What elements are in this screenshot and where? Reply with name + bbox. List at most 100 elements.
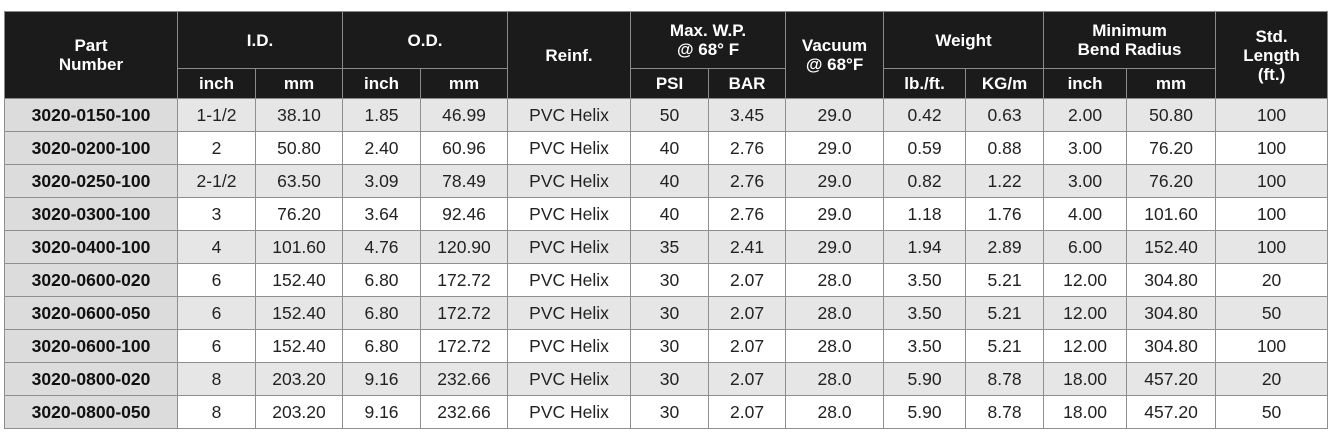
id-mm-cell: 76.20 bbox=[254, 197, 344, 231]
header-std-length: Std. Length (ft.) bbox=[1215, 11, 1329, 99]
reinf-cell: PVC Helix bbox=[507, 263, 632, 297]
od-inch-cell: 6.80 bbox=[342, 296, 422, 330]
part-number-cell: 3020-0600-050 bbox=[4, 296, 178, 330]
id-mm-cell: 152.40 bbox=[254, 329, 344, 363]
bend-mm-cell: 152.40 bbox=[1126, 230, 1217, 264]
weight-lb-ft-cell: 5.90 bbox=[883, 362, 967, 396]
weight-kg-m-cell: 5.21 bbox=[965, 329, 1045, 363]
od-mm-cell: 60.96 bbox=[420, 131, 509, 165]
header-vacuum: Vacuum @ 68°F bbox=[785, 11, 885, 99]
table-row: 3020-0600-020 6 152.40 6.80 172.72 PVC Helix 3… bbox=[4, 263, 1329, 297]
weight-lb-ft-cell: 3.50 bbox=[883, 263, 967, 297]
part-number-cell: 3020-0150-100 bbox=[4, 98, 178, 132]
od-inch-cell: 4.76 bbox=[342, 230, 422, 264]
bend-inch-cell: 12.00 bbox=[1043, 329, 1128, 363]
psi-cell: 30 bbox=[630, 395, 710, 429]
id-inch-cell: 1-1/2 bbox=[177, 98, 256, 132]
od-inch-cell: 6.80 bbox=[342, 263, 422, 297]
od-mm-cell: 172.72 bbox=[420, 329, 509, 363]
table-header: Part Number I.D. O.D. Reinf. Max. W.P. @… bbox=[4, 11, 1329, 99]
part-number-cell: 3020-0600-100 bbox=[4, 329, 178, 363]
table-row: 3020-0150-100 1-1/2 38.10 1.85 46.99 PVC Heli… bbox=[4, 98, 1329, 132]
part-number-cell: 3020-0300-100 bbox=[4, 197, 178, 231]
id-mm-cell: 50.80 bbox=[254, 131, 344, 165]
weight-lb-ft-cell: 0.82 bbox=[883, 164, 967, 198]
bend-inch-cell: 4.00 bbox=[1043, 197, 1128, 231]
bend-mm-cell: 304.80 bbox=[1126, 329, 1217, 363]
vacuum-cell: 28.0 bbox=[785, 329, 885, 363]
bar-cell: 3.45 bbox=[708, 98, 787, 132]
id-inch-cell: 8 bbox=[177, 395, 256, 429]
od-mm-cell: 120.90 bbox=[420, 230, 509, 264]
bar-cell: 2.76 bbox=[708, 164, 787, 198]
header-bar: BAR bbox=[708, 68, 787, 99]
psi-cell: 40 bbox=[630, 131, 710, 165]
bend-inch-cell: 12.00 bbox=[1043, 296, 1128, 330]
weight-lb-ft-cell: 3.50 bbox=[883, 296, 967, 330]
id-inch-cell: 2-1/2 bbox=[177, 164, 256, 198]
table-row: 3020-0800-050 8 203.20 9.16 232.66 PVC Helix 3… bbox=[4, 395, 1329, 429]
header-bend-mm: mm bbox=[1126, 68, 1217, 99]
part-number-cell: 3020-0200-100 bbox=[4, 131, 178, 165]
std-length-cell: 100 bbox=[1215, 197, 1329, 231]
id-mm-cell: 152.40 bbox=[254, 296, 344, 330]
bend-inch-cell: 18.00 bbox=[1043, 362, 1128, 396]
id-inch-cell: 3 bbox=[177, 197, 256, 231]
std-length-cell: 100 bbox=[1215, 98, 1329, 132]
part-number-cell: 3020-0400-100 bbox=[4, 230, 178, 264]
table-row: 3020-0300-100 3 76.20 3.64 92.46 PVC Helix 40 2… bbox=[4, 197, 1329, 231]
std-length-cell: 100 bbox=[1215, 164, 1329, 198]
std-length-cell: 20 bbox=[1215, 263, 1329, 297]
bend-inch-cell: 3.00 bbox=[1043, 164, 1128, 198]
std-length-cell: 100 bbox=[1215, 329, 1329, 363]
header-id-inch: inch bbox=[177, 68, 256, 99]
id-inch-cell: 2 bbox=[177, 131, 256, 165]
std-length-cell: 100 bbox=[1215, 230, 1329, 264]
reinf-cell: PVC Helix bbox=[507, 164, 632, 198]
vacuum-cell: 28.0 bbox=[785, 362, 885, 396]
id-mm-cell: 63.50 bbox=[254, 164, 344, 198]
od-inch-cell: 9.16 bbox=[342, 362, 422, 396]
bend-inch-cell: 2.00 bbox=[1043, 98, 1128, 132]
table-row: 3020-0600-050 6 152.40 6.80 172.72 PVC Helix 3… bbox=[4, 296, 1329, 330]
weight-kg-m-cell: 0.88 bbox=[965, 131, 1045, 165]
reinf-cell: PVC Helix bbox=[507, 296, 632, 330]
od-mm-cell: 232.66 bbox=[420, 362, 509, 396]
part-number-cell: 3020-0250-100 bbox=[4, 164, 178, 198]
vacuum-cell: 28.0 bbox=[785, 263, 885, 297]
header-reinf: Reinf. bbox=[507, 11, 632, 99]
reinf-cell: PVC Helix bbox=[507, 197, 632, 231]
table-row: 3020-0200-100 2 50.80 2.40 60.96 PVC Helix 40 2… bbox=[4, 131, 1329, 165]
table-row: 3020-0800-020 8 203.20 9.16 232.66 PVC Helix 3… bbox=[4, 362, 1329, 396]
vacuum-cell: 29.0 bbox=[785, 98, 885, 132]
psi-cell: 40 bbox=[630, 197, 710, 231]
od-mm-cell: 232.66 bbox=[420, 395, 509, 429]
part-number-cell: 3020-0600-020 bbox=[4, 263, 178, 297]
psi-cell: 30 bbox=[630, 263, 710, 297]
spec-table-container: Part Number I.D. O.D. Reinf. Max. W.P. @… bbox=[4, 11, 1329, 429]
od-inch-cell: 3.64 bbox=[342, 197, 422, 231]
bar-cell: 2.07 bbox=[708, 296, 787, 330]
table-row: 3020-0250-100 2-1/2 63.50 3.09 78.49 PVC Heli… bbox=[4, 164, 1329, 198]
weight-kg-m-cell: 0.63 bbox=[965, 98, 1045, 132]
header-od-mm: mm bbox=[420, 68, 509, 99]
od-mm-cell: 46.99 bbox=[420, 98, 509, 132]
psi-cell: 30 bbox=[630, 362, 710, 396]
id-inch-cell: 4 bbox=[177, 230, 256, 264]
bend-mm-cell: 50.80 bbox=[1126, 98, 1217, 132]
weight-lb-ft-cell: 0.42 bbox=[883, 98, 967, 132]
bend-mm-cell: 304.80 bbox=[1126, 263, 1217, 297]
header-lb-ft: lb./ft. bbox=[883, 68, 967, 99]
od-mm-cell: 172.72 bbox=[420, 263, 509, 297]
psi-cell: 40 bbox=[630, 164, 710, 198]
header-od-inch: inch bbox=[342, 68, 422, 99]
weight-lb-ft-cell: 1.18 bbox=[883, 197, 967, 231]
table-body: 3020-0150-100 1-1/2 38.10 1.85 46.99 PVC Heli… bbox=[4, 98, 1329, 429]
vacuum-cell: 29.0 bbox=[785, 197, 885, 231]
reinf-cell: PVC Helix bbox=[507, 98, 632, 132]
od-inch-cell: 3.09 bbox=[342, 164, 422, 198]
header-od: O.D. bbox=[342, 11, 509, 69]
header-bend-inch: inch bbox=[1043, 68, 1128, 99]
od-inch-cell: 9.16 bbox=[342, 395, 422, 429]
reinf-cell: PVC Helix bbox=[507, 131, 632, 165]
